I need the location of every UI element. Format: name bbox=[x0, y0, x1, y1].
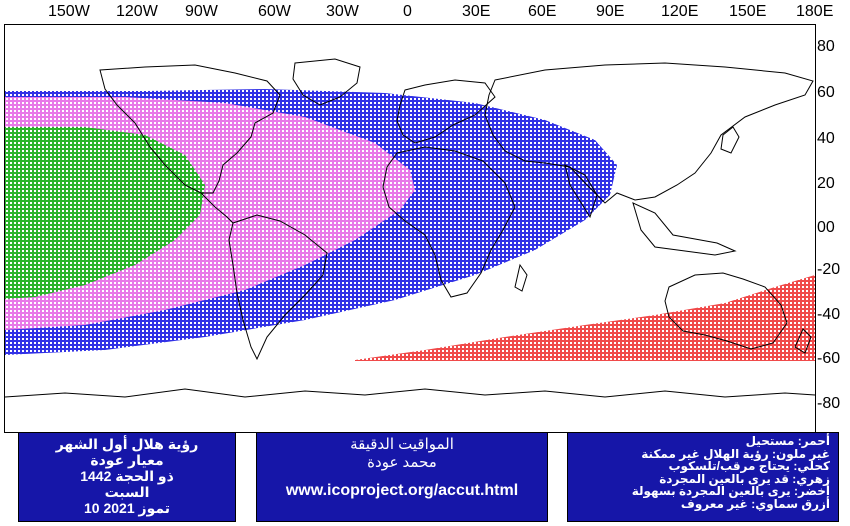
lon-label-150w: 150W bbox=[48, 3, 90, 20]
title-box: رؤية هلال أول الشهر معيار عودة ذو الحجة … bbox=[18, 432, 236, 522]
lat-label-80: 80 bbox=[817, 38, 835, 55]
coastline-central-america bbox=[200, 192, 234, 224]
lat-label-20: 20 bbox=[817, 175, 835, 192]
exact-times-line: المواقيت الدقيقة bbox=[350, 436, 454, 453]
coastline-asia bbox=[484, 62, 814, 204]
coastline-japan bbox=[720, 126, 740, 154]
coastlines bbox=[5, 58, 815, 398]
lon-label-180e: 180E bbox=[796, 3, 834, 20]
coastline-new-zealand bbox=[794, 328, 812, 354]
legend-sky-blue: أزرق سماوي: غير معروف bbox=[680, 496, 830, 511]
visibility-map bbox=[4, 24, 816, 433]
lon-label-120e: 120E bbox=[661, 3, 699, 20]
lon-label-30w: 30W bbox=[326, 3, 359, 20]
coastline-antarctica bbox=[5, 388, 815, 398]
legend-uncolored: غير ملون: رؤية الهلال غير ممكنة bbox=[641, 446, 830, 461]
lon-label-0: 0 bbox=[403, 3, 412, 20]
lon-label-60e: 60E bbox=[528, 3, 557, 20]
lat-label-40: 40 bbox=[817, 130, 835, 147]
project-url-link[interactable]: www.icoproject.org/accut.html bbox=[285, 482, 519, 499]
coastline-europe bbox=[396, 79, 496, 144]
gregorian-date-line: 10 تموز 2021 bbox=[84, 500, 170, 516]
coastline-southeast-asia bbox=[632, 202, 737, 256]
lat-label-minus-80: -80 bbox=[817, 395, 841, 412]
coastline-greenland bbox=[292, 58, 361, 106]
legend-green: أخضر: يرى بالعين المجردة بسهولة bbox=[631, 484, 830, 498]
lat-label-60: 60 bbox=[817, 84, 835, 101]
lat-label-minus-60: -60 bbox=[817, 350, 841, 367]
legend-navy: كحلي: يحتاج مرقب/تلسكوب bbox=[668, 459, 830, 473]
map-canvas bbox=[5, 58, 815, 398]
lat-label-minus-40: -40 bbox=[817, 306, 841, 323]
title-line: رؤية هلال أول الشهر bbox=[55, 436, 199, 452]
lon-label-90e: 90E bbox=[596, 3, 625, 20]
coastline-africa bbox=[382, 146, 516, 298]
zone-red-impossible bbox=[355, 275, 815, 361]
criterion-line: معيار عودة bbox=[90, 452, 164, 468]
credits-box: المواقيت الدقيقة محمد عودة www.icoprojec… bbox=[256, 432, 548, 522]
lon-label-150e: 150E bbox=[729, 3, 767, 20]
coastline-south-america bbox=[228, 214, 328, 361]
lat-label-minus-20: -20 bbox=[817, 261, 841, 278]
legend-pink: زهري: قد يرى بالعين المجردة bbox=[659, 471, 830, 486]
legend-red: أحمر: مستحيل bbox=[745, 434, 830, 448]
coastline-india bbox=[564, 164, 598, 219]
lon-label-120w: 120W bbox=[116, 3, 158, 20]
lon-label-60w: 60W bbox=[258, 3, 291, 20]
lon-label-30e: 30E bbox=[462, 3, 491, 20]
legend-box: أحمر: مستحيل غير ملون: رؤية الهلال غير م… bbox=[567, 432, 839, 522]
coastline-madagascar bbox=[514, 263, 528, 292]
lat-label-00: 00 bbox=[817, 219, 835, 236]
zone-green-easy bbox=[5, 127, 205, 299]
coastline-australia bbox=[664, 272, 788, 350]
lon-label-90w: 90W bbox=[185, 3, 218, 20]
coastline-north-america bbox=[99, 64, 281, 194]
author-line: محمد عودة bbox=[367, 454, 437, 471]
hijri-month-line: ذو الحجة 1442 bbox=[80, 468, 174, 484]
weekday-line: السبت bbox=[104, 484, 150, 500]
